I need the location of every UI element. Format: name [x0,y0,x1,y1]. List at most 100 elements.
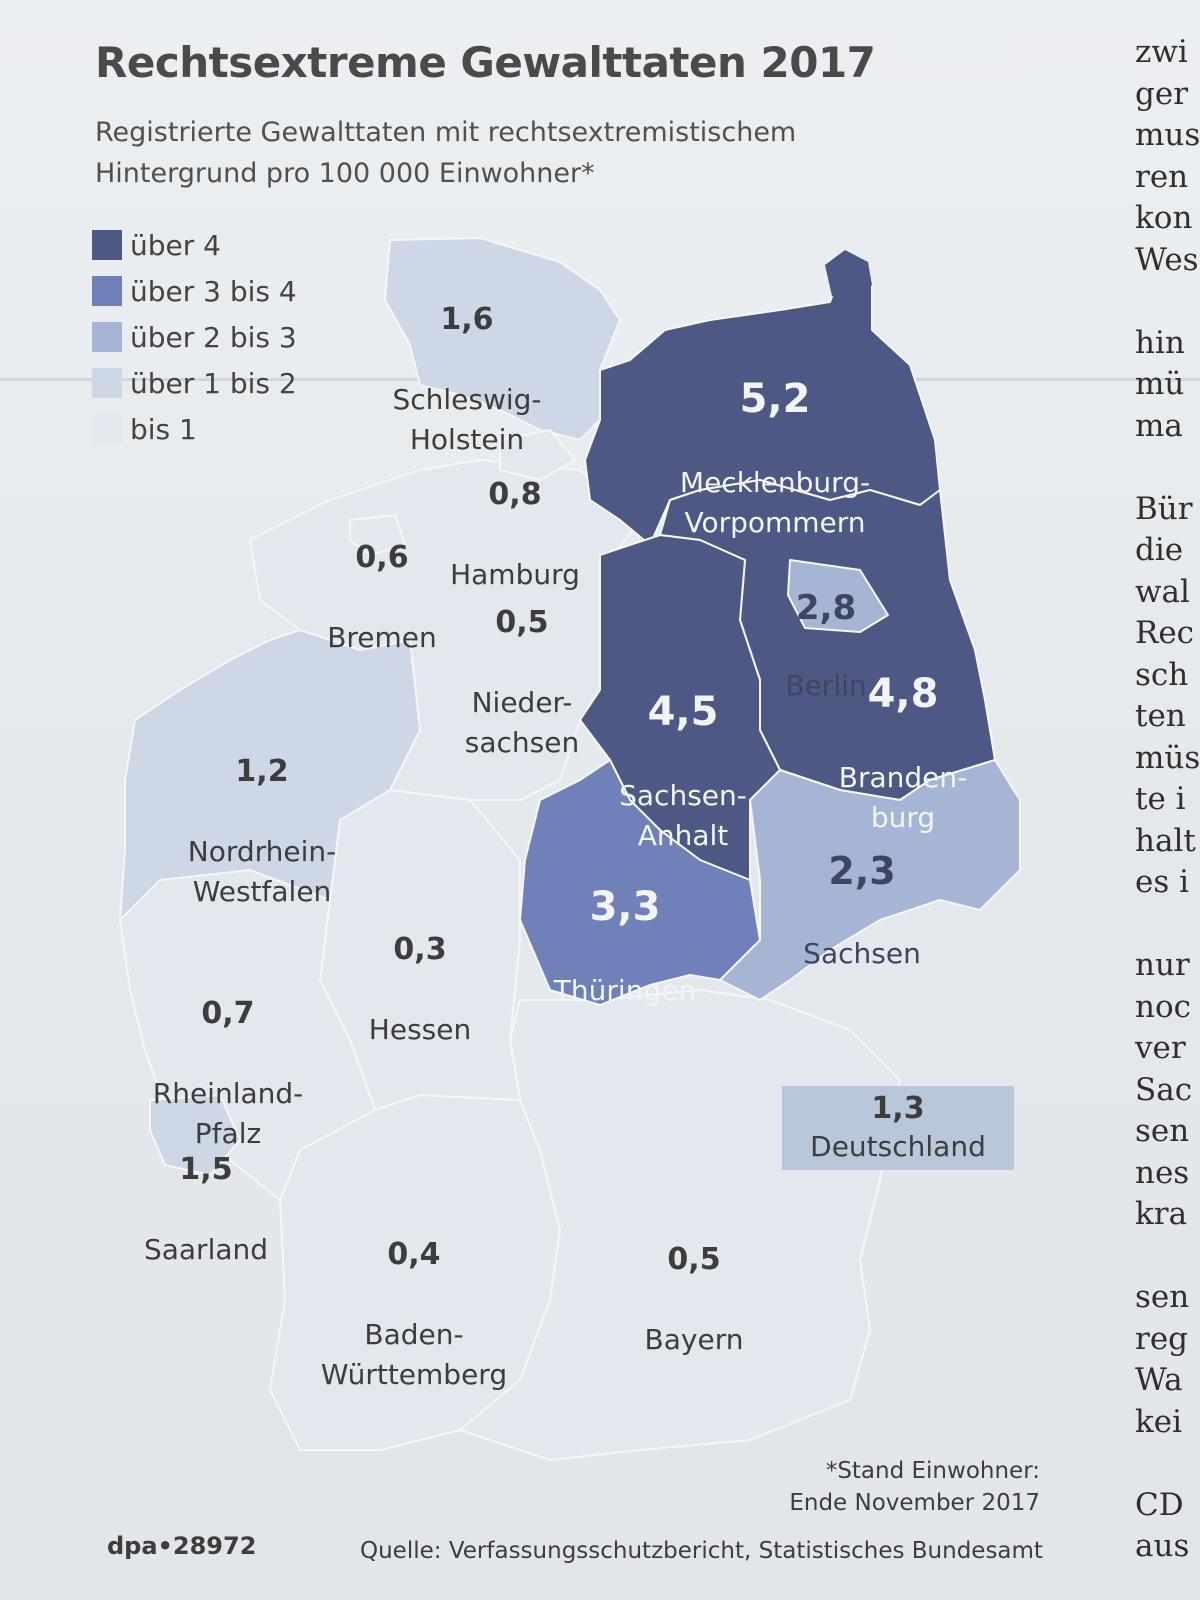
state-saarland[interactable] [149,1094,241,1176]
value-schleswig-holstein: 1,6 [440,302,494,337]
article-line: Wes [1135,241,1199,278]
legend-label: über 3 bis 4 [130,274,297,308]
value-mecklenburg-vorpommern: 5,2 [739,376,811,422]
label-bremen: 0,6 Bremen [327,498,437,658]
value-niedersachsen: 0,5 [495,605,549,640]
germany-total-box: 1,3 Deutschland [782,1086,1014,1170]
label-berlin: 2,8 Berlin [785,550,866,706]
source-line: Quelle: Verfassungsschutzbericht, Statis… [360,1538,1043,1564]
legend-swatch [92,322,122,352]
name-sachsen-anhalt: Sachsen- Anhalt [619,779,747,852]
article-line: halt [1135,822,1196,859]
article-line: te i [1135,781,1186,817]
article-line: Bür [1135,490,1193,527]
state-nordrhein-westfalen[interactable] [119,629,421,921]
article-line [1135,447,1200,489]
article-line [1135,1443,1200,1485]
article-line: noc [1135,988,1191,1025]
name-schleswig-holstein: Schleswig- Holstein [392,383,542,456]
state-hamburg[interactable] [499,429,576,481]
value-hamburg: 0,8 [488,477,542,512]
article-line: hin [1135,324,1185,361]
state-thueringen[interactable] [519,759,761,1006]
value-saarland: 1,5 [179,1152,233,1187]
state-sachsen-anhalt[interactable] [579,534,781,881]
name-niedersachsen: Nieder- sachsen [464,686,580,759]
graphic-title: Rechtsextreme Gewalttaten 2017 [95,38,876,87]
state-berlin[interactable] [787,559,889,633]
article-line: sch [1135,656,1189,693]
article-line: kon [1135,200,1193,236]
legend-swatch [92,368,122,398]
article-line: Rec [1135,615,1195,651]
article-line: sen [1135,1113,1190,1149]
article-line: ten [1135,698,1186,734]
state-schleswig-holstein[interactable] [384,237,621,441]
name-rheinland-pfalz: Rheinland- Pfalz [152,1077,304,1150]
name-saarland: Saarland [143,1233,269,1266]
article-column-fragment: zwi ger mus ren kon Wes hin mü ma Bür di… [1135,32,1200,1568]
article-line: zwi [1135,34,1188,70]
article-line: reg [1135,1320,1189,1357]
legend-label: über 1 bis 2 [130,366,297,400]
value-sachsen-anhalt: 4,5 [647,689,719,735]
article-line: mus [1135,117,1200,153]
name-hessen: Hessen [368,1013,472,1046]
label-sachsen: 2,3 Sachsen [803,808,921,974]
name-bremen: Bremen [327,621,437,654]
label-brandenburg: 4,8 Branden- burg [839,630,967,838]
article-line: kra [1135,1196,1188,1232]
article-line: ger [1135,75,1189,112]
value-berlin: 2,8 [795,588,857,628]
article-line: nur [1135,947,1190,983]
label-rheinland-pfalz: 0,7 Rheinland- Pfalz [153,954,304,1154]
article-line: ver [1135,1030,1186,1066]
value-rheinland-pfalz: 0,7 [201,996,255,1031]
article-line: die [1135,532,1184,568]
article-line: ren [1135,158,1189,195]
article-line: sen [1135,1279,1190,1315]
legend-item-up-to-1: bis 1 [92,406,297,452]
value-bayern: 0,5 [667,1242,721,1277]
state-bremen[interactable] [349,514,406,556]
germany-total-value: 1,3 [871,1091,925,1126]
label-hamburg: 0,8 Hamburg [450,435,580,595]
label-bayern: 0,5 Bayern [645,1200,744,1360]
label-hessen: 0,3 Hessen [369,890,471,1050]
name-berlin: Berlin [785,669,867,702]
label-niedersachsen: 0,5 Nieder- sachsen [465,563,579,763]
label-saarland: 1,5 Saarland [144,1110,268,1270]
label-mecklenburg-vorpommern: 5,2 Mecklenburg- Vorpommern [680,335,870,543]
article-line: müs [1135,739,1200,776]
value-sachsen: 2,3 [828,849,896,893]
name-mecklenburg-vorpommern: Mecklenburg- Vorpommern [679,466,871,539]
label-sachsen-anhalt: 4,5 Sachsen- Anhalt [619,648,747,856]
article-line: wal [1135,573,1190,610]
legend-label: über 2 bis 3 [130,320,297,354]
legend: über 4 über 3 bis 4 über 2 bis 3 über 1 … [92,222,297,452]
article-line: CD [1135,1486,1184,1523]
article-line [1135,281,1200,323]
article-line: Wa [1135,1362,1183,1398]
name-brandenburg: Branden- burg [838,761,968,834]
graphic-subtitle: Registrierte Gewalttaten mit rechtsextre… [95,117,797,189]
article-line: es i [1135,864,1190,900]
legend-item-2-to-3: über 2 bis 3 [92,314,297,360]
value-bremen: 0,6 [355,540,409,575]
article-line: mü [1135,366,1185,402]
article-line: Sac [1135,1071,1193,1108]
name-nordrhein-westfalen: Nordrhein- Westfalen [187,835,337,908]
name-hamburg: Hamburg [450,558,580,591]
legend-swatch [92,230,122,260]
article-line: ma [1135,407,1183,444]
name-sachsen: Sachsen [803,937,921,970]
legend-swatch [92,414,122,444]
legend-item-3-to-4: über 3 bis 4 [92,268,297,314]
article-line: kei [1135,1403,1183,1440]
value-nordrhein-westfalen: 1,2 [235,754,289,789]
legend-swatch [92,276,122,306]
germany-total-label: Deutschland [810,1130,986,1163]
value-thueringen: 3,3 [589,884,661,930]
label-schleswig-holstein: 1,6 Schleswig- Holstein [392,260,541,460]
